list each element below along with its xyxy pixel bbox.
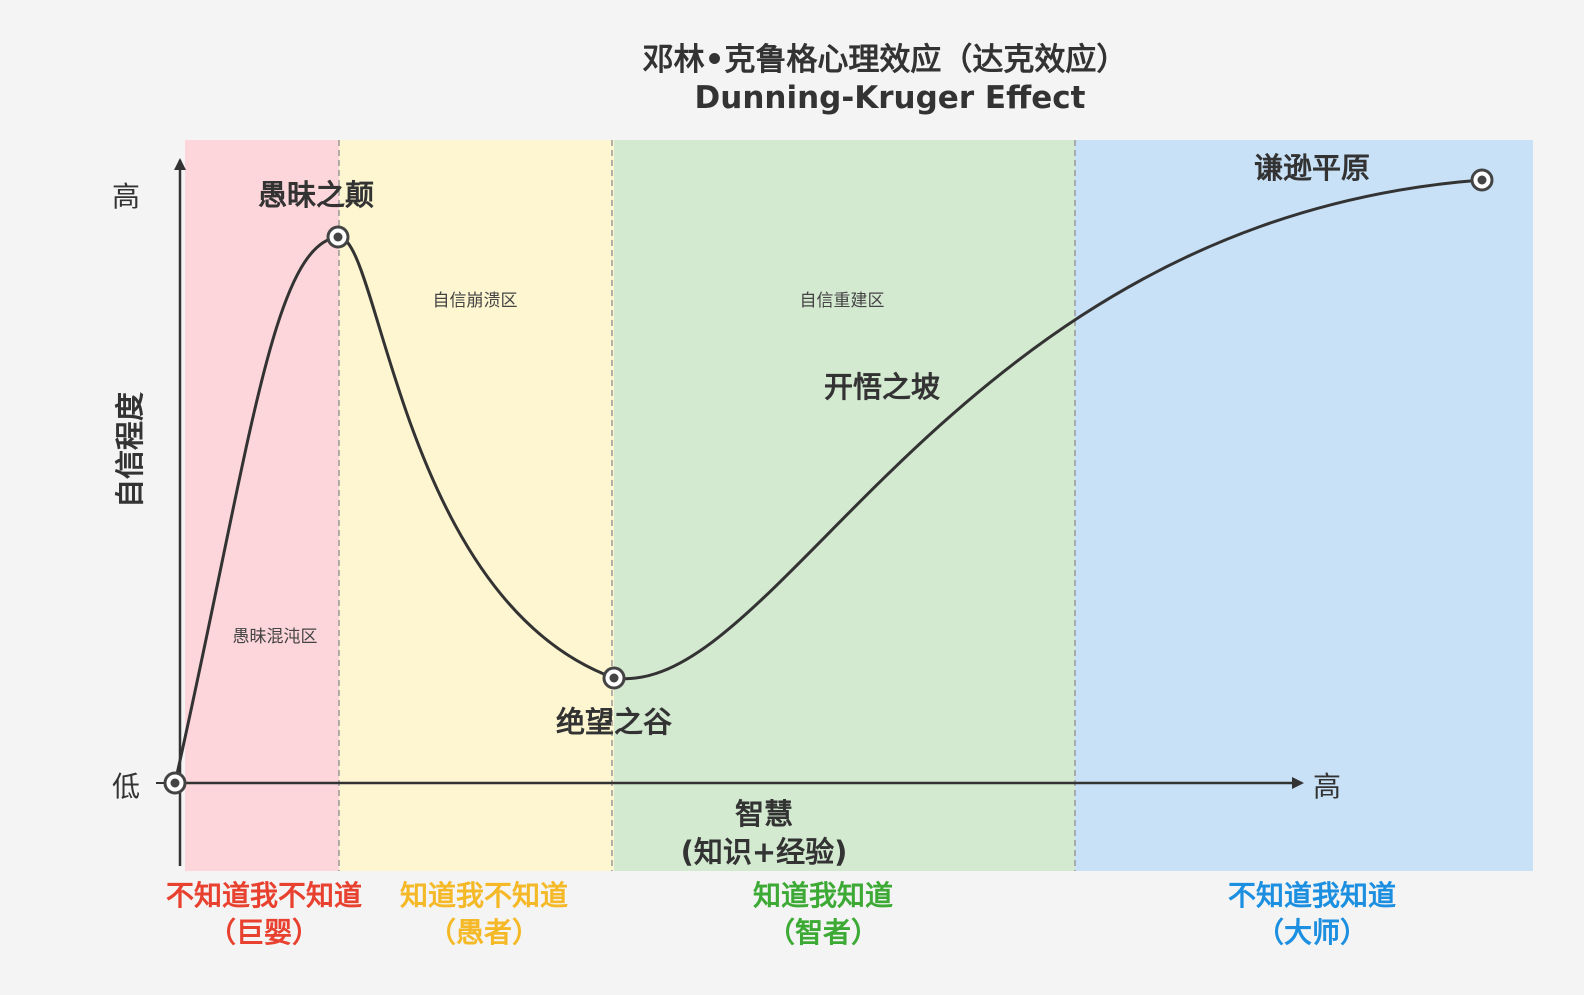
quadrant-0-line1: 不知道我不知道 bbox=[166, 879, 362, 912]
x-axis-title-line1: 智慧 bbox=[735, 797, 793, 831]
chart-title-en: Dunning-Kruger Effect bbox=[695, 80, 1086, 116]
peak-label: 愚昧之颠 bbox=[258, 178, 374, 212]
y-high-label: 高 bbox=[112, 180, 140, 213]
dunning-kruger-curve bbox=[173, 178, 1483, 784]
valley-label: 绝望之谷 bbox=[556, 705, 673, 739]
y-axis-title: 自信程度 bbox=[113, 392, 147, 508]
quadrant-1-line2: （愚者） bbox=[428, 916, 540, 949]
x-high-label: 高 bbox=[1313, 770, 1341, 803]
zone-bg-2 bbox=[614, 140, 1075, 871]
quadrant-1-line1: 知道我不知道 bbox=[400, 879, 568, 912]
zone-label-collapse: 自信崩溃区 bbox=[433, 291, 518, 311]
zone-bg-1 bbox=[339, 140, 614, 871]
quadrant-3-line2: （大师） bbox=[1256, 916, 1368, 949]
zone-label-rebuild: 自信重建区 bbox=[800, 291, 885, 311]
quadrant-0-line2: （巨婴） bbox=[208, 916, 320, 949]
zone-bg-0 bbox=[185, 140, 339, 871]
plateau-label: 谦逊平原 bbox=[1254, 151, 1370, 185]
y-low-label: 低 bbox=[112, 770, 140, 803]
valley-marker bbox=[602, 666, 626, 690]
quadrant-2-line1: 知道我知道 bbox=[753, 879, 893, 912]
peak-marker bbox=[326, 225, 350, 249]
quadrant-2-line2: （智者） bbox=[767, 916, 879, 949]
chart-title-zh: 邓林•克鲁格心理效应（达克效应） bbox=[643, 42, 1128, 78]
zone-bg-3 bbox=[1075, 140, 1533, 871]
quadrant-3-line1: 不知道我知道 bbox=[1228, 879, 1396, 912]
plateau-marker bbox=[1470, 168, 1494, 192]
x-axis-title-line2: (知识+经验) bbox=[681, 835, 848, 869]
slope-label: 开悟之坡 bbox=[824, 370, 940, 404]
zone-label-ignorance: 愚昧混沌区 bbox=[233, 627, 318, 647]
origin-marker bbox=[163, 771, 187, 795]
